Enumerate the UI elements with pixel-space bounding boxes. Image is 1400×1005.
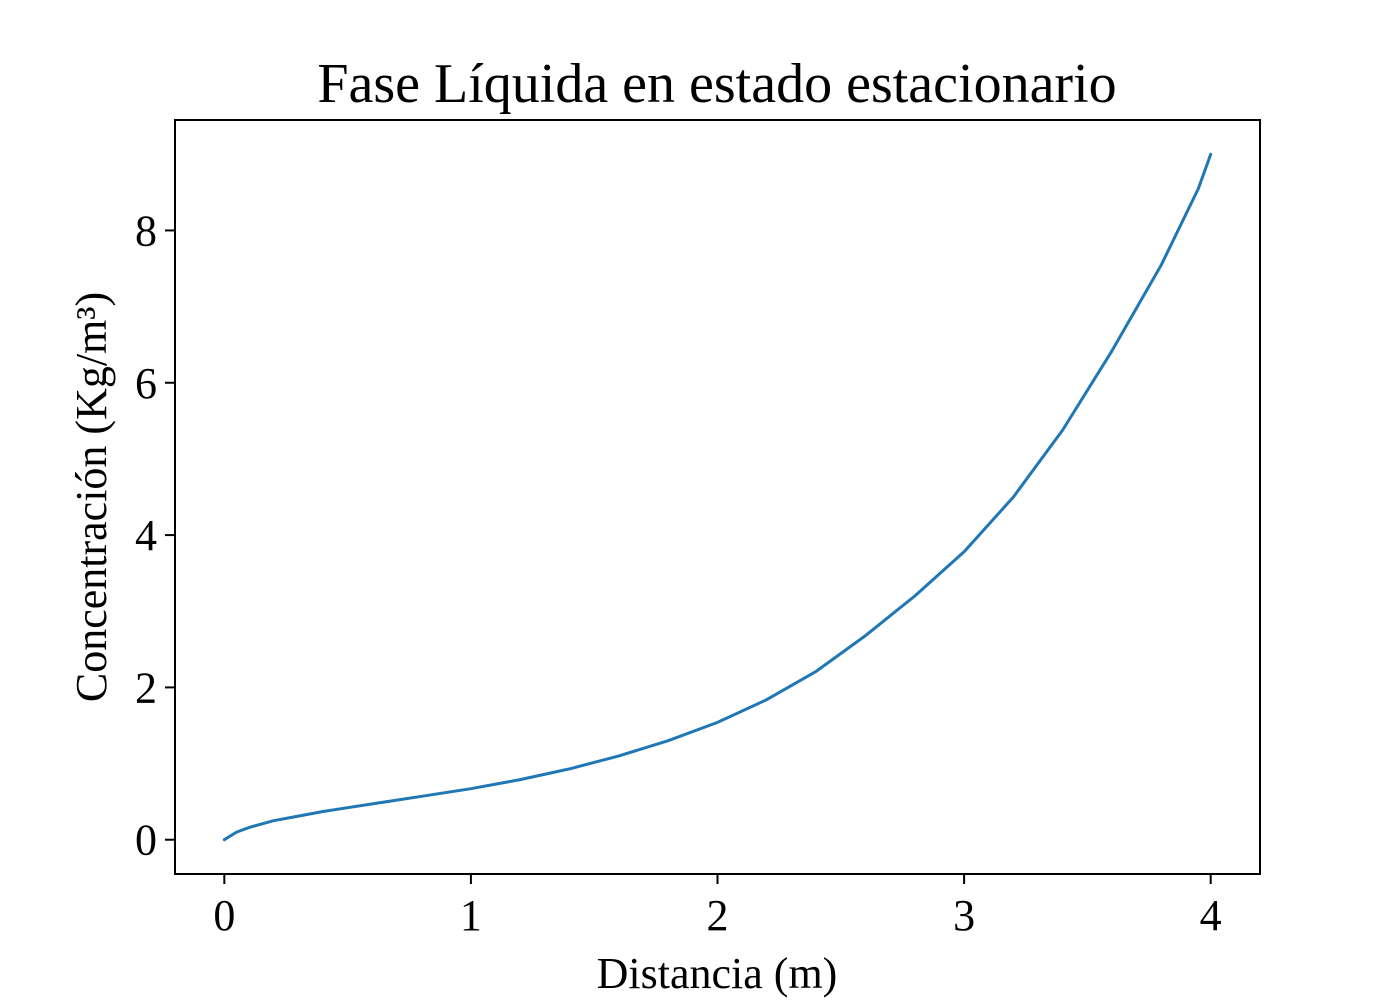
y-axis-ticks: 0 2 4 6 8: [135, 206, 175, 865]
x-tick-label: 1: [460, 891, 482, 940]
y-axis-label: Concentración (Kg/m³): [67, 292, 116, 702]
y-tick-label: 8: [135, 206, 157, 255]
chart-title: Fase Líquida en estado estacionario: [317, 53, 1116, 115]
x-tick-label: 4: [1200, 891, 1222, 940]
series-layer: [222, 152, 1213, 842]
x-tick-label: 3: [953, 891, 975, 940]
plot-area-frame: [174, 119, 1261, 875]
y-tick-label: 6: [135, 359, 157, 408]
y-tick-label: 4: [135, 511, 157, 560]
x-tick-label: 0: [213, 891, 235, 940]
series-line-0: [222, 152, 1213, 842]
x-tick-label: 2: [707, 891, 729, 940]
x-axis-ticks: 0 1 2 3 4: [213, 874, 1222, 940]
y-tick-label: 2: [135, 663, 157, 712]
x-axis-label: Distancia (m): [597, 949, 838, 998]
y-tick-label: 0: [135, 816, 157, 865]
